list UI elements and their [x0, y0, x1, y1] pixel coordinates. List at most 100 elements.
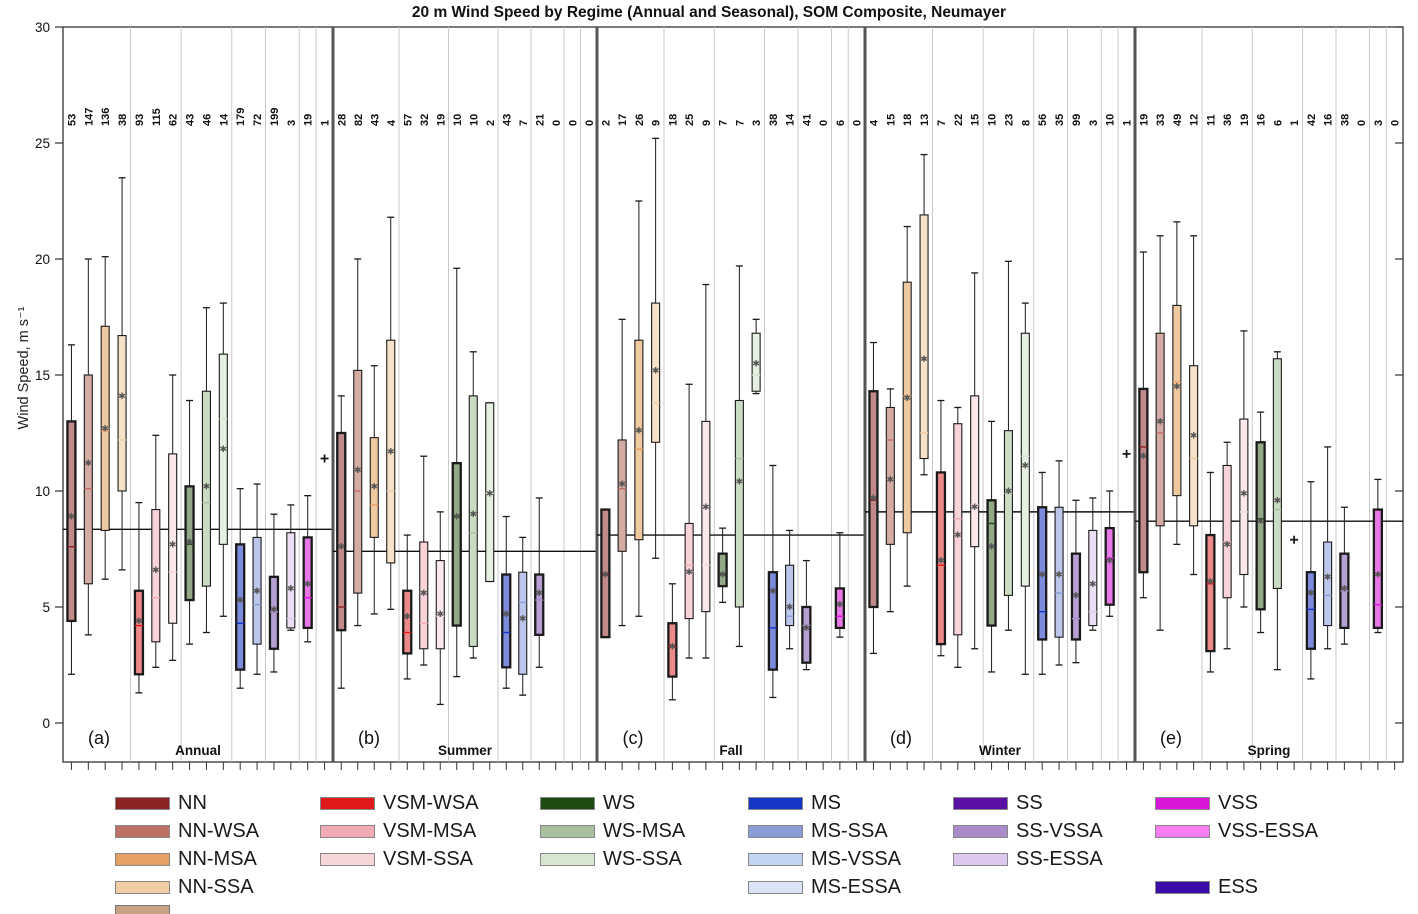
count-label-c-NN-WSA: 17 [617, 114, 629, 126]
mean-marker: ✱ [836, 600, 844, 610]
mean-marker: ✱ [1257, 516, 1265, 526]
legend-entry-MS-VSSA: MS-VSSA [748, 847, 902, 870]
mean-marker: ✱ [169, 539, 177, 549]
box-e-VSM-SSA [1239, 418, 1249, 576]
count-label-e-NN: 19 [1138, 114, 1150, 126]
box-a-NN-SSA [117, 335, 127, 492]
count-label-b-MS: 43 [501, 114, 513, 126]
mean-marker: ✱ [152, 565, 160, 575]
legend-swatch-NN-SSA [115, 880, 170, 894]
count-label-b-VSM-WSA: 57 [402, 114, 414, 126]
mean-marker: ✱ [1072, 590, 1080, 600]
mean-marker: ✱ [752, 358, 760, 368]
panel-tag-b: (b) [358, 728, 380, 748]
mean-marker: ✱ [652, 365, 660, 375]
mean-marker: ✱ [270, 604, 278, 614]
legend-entry-MS: MS [748, 792, 841, 814]
box-d-MS-SSA [1054, 506, 1064, 638]
legend-swatch-MS-SSA [748, 824, 803, 838]
legend-entry-VSS: VSS [1155, 792, 1258, 814]
legend-entry-VSS-ESSA: VSS-ESSA [1155, 819, 1319, 842]
legend-swatch-VSM-MSA [320, 824, 375, 838]
box-e-VSS [1372, 508, 1384, 630]
legend-entry-NN-MSA: NN-MSA [115, 848, 257, 870]
mean-marker: ✱ [1055, 570, 1063, 580]
box-e-NN-SSA [1189, 365, 1199, 527]
mean-marker: ✱ [118, 391, 126, 401]
count-label-c-MS-SSA: 14 [785, 113, 797, 126]
box-d-VSS [1104, 526, 1115, 606]
legend-swatch-VSM-WSA [320, 796, 375, 810]
count-label-e-WS-MSA: 6 [1272, 120, 1284, 126]
mean-marker: ✱ [786, 602, 794, 612]
box-b-NN-MSA [369, 437, 379, 538]
box-c-MS [767, 571, 779, 671]
box-b-VSM-MSA [419, 541, 429, 650]
legend-label-VSS-ESSA: VSS-ESSA [1218, 819, 1319, 842]
mean-marker: ✱ [1173, 382, 1181, 392]
legend-label-NN-WSA: NN-WSA [178, 819, 260, 842]
count-label-a-SS-ESSA: 3 [286, 120, 298, 126]
count-label-a-VSM-MSA: 115 [151, 108, 163, 126]
count-label-c-NN: 2 [600, 120, 612, 126]
y-tick-label: 30 [35, 20, 50, 35]
count-label-c-WS-MSA: 7 [734, 120, 746, 126]
count-label-e-VSM-SSA: 19 [1239, 114, 1251, 126]
count-label-d-VSM-MSA: 22 [953, 114, 965, 126]
mean-marker: ✱ [618, 479, 626, 489]
box-e-NN-MSA [1172, 304, 1182, 497]
box-b-NN [336, 431, 347, 632]
box-b-VSM-SSA [435, 560, 445, 650]
count-label-a-WS-SSA: 14 [218, 113, 230, 126]
count-label-b-NN: 28 [336, 114, 348, 126]
legend-label-WS-MSA: WS-MSA [603, 819, 686, 842]
box-b-WS [451, 462, 462, 627]
legend-label-WS-SSA: WS-SSA [603, 847, 682, 870]
panel-label-winter: Winter [979, 743, 1022, 758]
count-label-a-VSS: 19 [303, 114, 315, 126]
panel-label-spring: Spring [1248, 743, 1291, 758]
mean-marker: ✱ [971, 502, 979, 512]
box-b-MS [501, 573, 512, 669]
mean-marker: ✱ [370, 481, 378, 491]
count-label-e-MS: 42 [1306, 114, 1318, 126]
count-label-b-WS-MSA: 10 [468, 114, 480, 126]
legend-entry-WS-SSA: WS-SSA [540, 847, 682, 870]
count-label-e-NN-MSA: 49 [1172, 114, 1184, 126]
legend-label-SS: SS [1016, 791, 1043, 814]
mean-marker: ✱ [535, 588, 543, 598]
box-d-SS-ESSA [1088, 529, 1098, 627]
mean-marker: ✱ [1207, 576, 1215, 586]
legend-label-MS-VSSA: MS-VSSA [811, 847, 902, 870]
box-b-WS-MSA [468, 395, 478, 647]
count-label-e-VSM-MSA: 36 [1222, 114, 1234, 126]
mean-marker: ✱ [1341, 583, 1349, 593]
mean-marker: ✱ [387, 447, 395, 457]
count-label-a-VSM-SSA: 62 [168, 114, 180, 126]
mean-marker: ✱ [1223, 539, 1231, 549]
box-a-SS-ESSA [286, 532, 296, 629]
legend-label-WS: WS [603, 791, 636, 814]
count-label-b-ESS: 0 [584, 120, 596, 126]
box-a-VSM-WSA [133, 589, 145, 676]
count-label-b-VSS: 0 [567, 120, 579, 126]
count-label-b-WS-SSA: 2 [485, 120, 497, 126]
mean-marker: ✱ [337, 542, 345, 552]
panel-label-summer: Summer [438, 743, 493, 758]
box-c-VSM-WSA [667, 622, 678, 678]
box-e-NN [1138, 387, 1149, 574]
box-d-NN [868, 390, 879, 609]
plot-frame [62, 26, 1404, 763]
legend-swatch-SS-VSSA [953, 824, 1008, 838]
count-label-c-VSM-SSA: 9 [701, 120, 713, 126]
box-a-VSM-SSA [168, 453, 178, 624]
count-label-e-VSM-WSA: 11 [1205, 114, 1217, 126]
mean-marker: ✱ [236, 595, 244, 605]
count-label-b-SS-VSSA: 21 [534, 114, 546, 126]
count-label-c-ESS: 0 [852, 120, 864, 126]
mean-marker: ✱ [988, 542, 996, 552]
y-tick-label: 10 [35, 484, 50, 499]
count-label-e-NN-SSA: 12 [1189, 114, 1201, 126]
count-label-d-NN-WSA: 15 [885, 114, 897, 126]
mean-marker: ✱ [954, 530, 962, 540]
